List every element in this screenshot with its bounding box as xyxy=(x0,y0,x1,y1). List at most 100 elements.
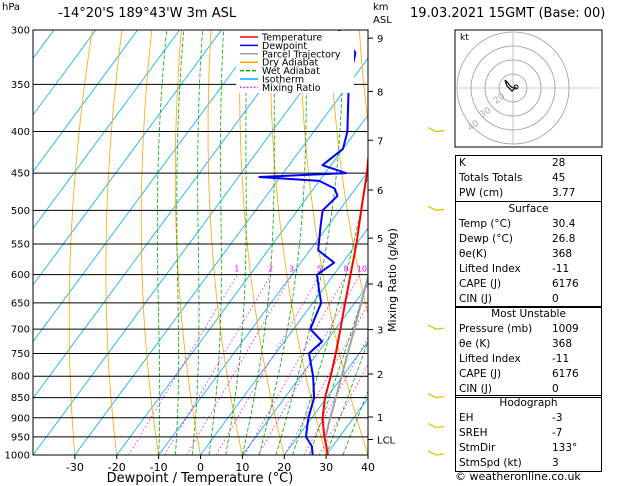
x-tick-label: 20 xyxy=(277,461,291,474)
pw-value: 3.77 xyxy=(552,187,576,199)
k-label: K xyxy=(459,157,466,169)
legend-label: Temperature xyxy=(261,33,322,44)
eh-row: EH -3 xyxy=(456,411,601,426)
wet-adiabat-line xyxy=(242,30,276,455)
surface-temp-row: Temp (°C) 30.4 xyxy=(456,217,601,232)
dry-adiabat-line xyxy=(140,30,159,455)
surface-cape-value: 6176 xyxy=(552,278,579,290)
x-tick-label: 0 xyxy=(197,461,204,474)
x-tick-label: -30 xyxy=(66,461,84,474)
pressure-tick-label: 900 xyxy=(11,413,30,424)
dry-adiabat-line xyxy=(105,30,123,455)
x-tick-label: 10 xyxy=(235,461,249,474)
height-tick-label: 5 xyxy=(377,234,383,245)
sreh-value: -7 xyxy=(552,427,563,439)
height-tick-label: 8 xyxy=(377,87,383,98)
isotherm-line xyxy=(33,30,97,116)
legend-label: Dewpoint xyxy=(262,41,307,52)
mixing-ratio-lines: 1 2 3 5 8 10 15 20 25 xyxy=(128,265,424,455)
dewpoint-line xyxy=(258,30,357,455)
asl-unit-label: ASL xyxy=(373,15,392,26)
mu-li-label: Lifted Index xyxy=(459,353,521,365)
hodograph: kt 40 30 20 xyxy=(454,29,603,148)
stmspd-value: 3 xyxy=(552,457,559,469)
parcel-trajectory-line xyxy=(324,272,368,455)
height-tick-label: 4 xyxy=(377,280,383,291)
x-tick-label: 30 xyxy=(319,461,333,474)
wet-adiabat-line xyxy=(258,30,308,455)
surface-title: Surface xyxy=(508,203,549,215)
wind-barb xyxy=(427,393,445,399)
mixing-ratio-line xyxy=(128,274,238,455)
mu-li-value: -11 xyxy=(552,353,570,365)
mixing-ratio-label: 25 xyxy=(414,265,424,274)
surface-temp-label: Temp (°C) xyxy=(459,218,512,230)
height-tick-label: 6 xyxy=(377,186,383,197)
surface-cin-value: 0 xyxy=(552,293,559,305)
height-tick-label: 9 xyxy=(377,34,383,45)
mixing-ratio-axis-title: Mixing Ratio (g/kg) xyxy=(386,228,399,332)
k-value: 28 xyxy=(552,157,566,169)
surface-li-value: -11 xyxy=(552,263,570,275)
mixing-ratio-label: 10 xyxy=(357,265,367,274)
height-tick-label: LCL xyxy=(377,435,396,446)
pressure-tick-label: 650 xyxy=(11,298,30,309)
hodograph-trace xyxy=(504,79,517,92)
x-axis-title: Dewpoint / Temperature (°C) xyxy=(107,471,294,486)
pressure-tick-label: 750 xyxy=(11,349,30,360)
surface-theta-row: θe(K) 368 xyxy=(456,247,601,262)
surface-li-label: Lifted Index xyxy=(459,263,521,275)
stmspd-label: StmSpd (kt) xyxy=(459,457,522,469)
isotherm-lines xyxy=(33,30,368,455)
hodograph-unit-label: kt xyxy=(460,33,469,43)
mu-cape-row: CAPE (J) 6176 xyxy=(456,367,601,382)
surface-dewp-row: Dewp (°C) 26.8 xyxy=(456,232,601,247)
mu-cin-row: CIN (J) 0 xyxy=(456,382,601,397)
isotherm-line xyxy=(242,284,368,455)
surface-dewp-value: 26.8 xyxy=(552,233,576,245)
mu-cin-value: 0 xyxy=(552,383,559,395)
legend-label: Dry Adiabat xyxy=(262,58,319,69)
pw-row: PW (cm) 3.77 xyxy=(456,186,601,201)
surface-cape-label: CAPE (J) xyxy=(459,278,502,290)
pressure-tick-label: 350 xyxy=(11,80,30,91)
legend-label: Parcel Trajectory xyxy=(262,49,341,60)
hodograph-frame xyxy=(454,29,603,148)
legend-label: Isotherm xyxy=(262,75,304,86)
pressure-tick-label: 700 xyxy=(11,325,30,336)
isotherm-line xyxy=(33,30,222,286)
wind-barb xyxy=(427,324,445,330)
wind-barb xyxy=(427,450,445,456)
x-tick-label: -20 xyxy=(108,461,126,474)
sreh-label: SREH xyxy=(459,427,488,439)
wet-adiabat-line xyxy=(175,30,185,455)
tt-row: Totals Totals 45 xyxy=(456,171,601,186)
hpa-unit-label: hPa xyxy=(2,2,21,13)
mixing-ratio-line xyxy=(303,336,368,455)
isotherm-line xyxy=(33,30,180,230)
surface-theta-value: 368 xyxy=(552,248,573,260)
axes-labels: 3003504004505005506006507007508008509009… xyxy=(5,26,399,486)
mu-theta-row: θe (K) 368 xyxy=(456,337,601,352)
stmdir-row: StmDir 133° xyxy=(456,441,601,456)
wet-adiabat-lines xyxy=(156,30,368,455)
tt-label: Totals Totals xyxy=(459,172,523,184)
stmdir-label: StmDir xyxy=(459,442,496,454)
mu-theta-value: 368 xyxy=(552,338,573,350)
dry-adiabat-line xyxy=(359,30,368,126)
k-row: K 28 xyxy=(456,156,601,171)
stmspd-row: StmSpd (kt) 3 xyxy=(456,456,601,471)
location-title: -14°20'S 189°43'W 3m ASL xyxy=(58,6,237,21)
pressure-tick-label: 800 xyxy=(11,372,30,383)
copyright-footer: © weatheronline.co.uk xyxy=(455,470,581,483)
surface-cape-row: CAPE (J) 6176 xyxy=(456,277,601,292)
isotherm-line xyxy=(283,340,368,455)
wind-barbs xyxy=(427,126,445,456)
mu-cape-label: CAPE (J) xyxy=(459,368,502,380)
hodograph-storm-motion xyxy=(513,84,519,90)
wind-barb xyxy=(427,422,445,429)
mu-cape-value: 6176 xyxy=(552,368,579,380)
wet-adiabat-line xyxy=(191,30,203,455)
surface-cin-label: CIN (J) xyxy=(459,293,492,305)
